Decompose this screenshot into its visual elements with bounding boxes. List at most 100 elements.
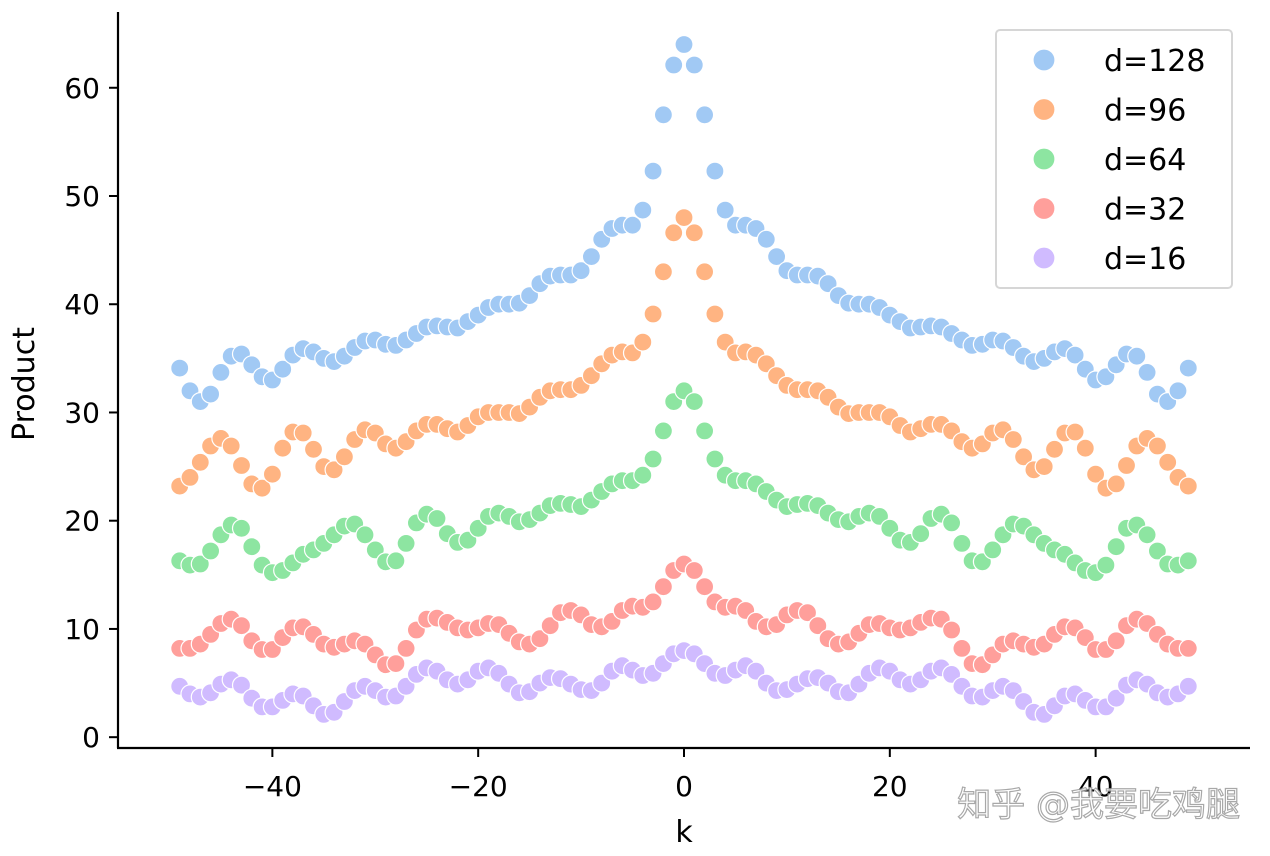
data-point	[1013, 447, 1034, 467]
x-ticks: −40 −20 0 20 40	[243, 748, 1114, 803]
x-tick-label: −20	[449, 770, 508, 803]
x-tick-label: 40	[1078, 770, 1114, 803]
data-point	[1178, 676, 1198, 696]
data-point	[170, 358, 190, 378]
data-point	[622, 215, 643, 235]
data-point	[1096, 555, 1116, 575]
data-point	[694, 262, 715, 282]
data-points	[170, 34, 1198, 725]
data-point	[1116, 455, 1137, 476]
data-point	[1127, 346, 1147, 366]
data-point	[201, 541, 221, 561]
data-point	[334, 447, 354, 467]
series-d-128	[170, 34, 1198, 412]
watermark-text: 知乎 @我要吃鸡腿	[957, 785, 1240, 825]
data-point	[684, 560, 704, 581]
data-point	[1178, 476, 1198, 496]
data-point	[1075, 438, 1095, 458]
data-point	[324, 460, 344, 480]
data-point	[1147, 436, 1168, 456]
data-point	[396, 638, 416, 659]
data-point	[293, 423, 313, 443]
data-point	[1168, 381, 1188, 401]
data-point	[530, 629, 550, 649]
data-point	[808, 616, 828, 636]
data-point	[797, 603, 818, 623]
data-point	[941, 620, 962, 640]
data-point	[242, 537, 262, 557]
legend-item: d=128	[1032, 44, 1205, 79]
y-tick-label: 20	[64, 505, 100, 538]
data-point	[190, 452, 210, 472]
x-axis-title: k	[675, 815, 693, 850]
data-point	[952, 638, 972, 659]
data-point	[643, 592, 663, 612]
data-point	[581, 247, 602, 267]
data-point	[1178, 358, 1198, 378]
data-point	[653, 105, 674, 125]
data-point	[653, 577, 674, 597]
data-point	[643, 161, 663, 181]
data-point	[211, 362, 231, 382]
legend-frame	[995, 29, 1233, 289]
series-d-96	[170, 208, 1198, 498]
legend-label: d=64	[1104, 143, 1186, 178]
y-tick-label: 50	[64, 180, 100, 213]
x-tick-label: 20	[872, 770, 908, 803]
data-point	[386, 551, 406, 571]
data-point	[643, 304, 663, 324]
data-point	[705, 449, 725, 469]
data-point	[252, 478, 272, 498]
data-point	[273, 438, 293, 458]
legend-label: d=96	[1104, 94, 1186, 129]
data-point	[231, 616, 252, 636]
data-point	[705, 161, 725, 181]
legend: d=128 d=96 d=64 d=32 d=16	[995, 29, 1233, 289]
data-point	[694, 421, 715, 441]
y-tick-label: 60	[64, 72, 100, 105]
series-d-64	[170, 381, 1198, 583]
legend-label: d=16	[1104, 242, 1186, 277]
data-point	[1158, 452, 1178, 472]
x-tick-label: −40	[243, 770, 302, 803]
data-point	[633, 200, 653, 220]
data-point	[1106, 537, 1126, 557]
data-point	[674, 208, 694, 228]
data-point	[653, 262, 674, 282]
legend-label: d=32	[1104, 193, 1186, 228]
data-point	[1085, 464, 1106, 484]
data-point	[1178, 551, 1198, 571]
legend-marker	[1032, 147, 1056, 171]
legend-item: d=32	[1032, 193, 1186, 228]
data-point	[231, 455, 252, 476]
data-point	[396, 533, 416, 554]
data-point	[201, 384, 221, 404]
y-tick-label: 0	[82, 721, 100, 754]
data-point	[1178, 638, 1198, 659]
data-point	[571, 261, 591, 281]
data-point	[386, 653, 406, 674]
data-point	[190, 554, 210, 574]
data-point	[1147, 541, 1168, 561]
legend-marker	[1032, 196, 1056, 221]
legend-item: d=64	[1032, 143, 1186, 178]
data-point	[766, 247, 787, 267]
data-point	[540, 616, 560, 636]
data-point	[653, 421, 674, 441]
data-point	[684, 223, 704, 243]
data-point	[684, 392, 704, 412]
data-point	[355, 525, 375, 545]
data-point	[1106, 474, 1126, 494]
data-point	[1137, 362, 1157, 382]
data-point	[231, 518, 252, 538]
data-point	[221, 436, 241, 456]
data-point	[303, 439, 324, 459]
data-point	[694, 577, 715, 597]
legend-item: d=16	[1032, 242, 1186, 277]
series-d-32	[170, 554, 1198, 675]
data-point	[1034, 457, 1054, 477]
y-tick-label: 10	[64, 613, 100, 646]
legend-marker	[1032, 48, 1056, 72]
data-point	[1106, 688, 1126, 708]
y-tick-label: 40	[64, 288, 100, 321]
